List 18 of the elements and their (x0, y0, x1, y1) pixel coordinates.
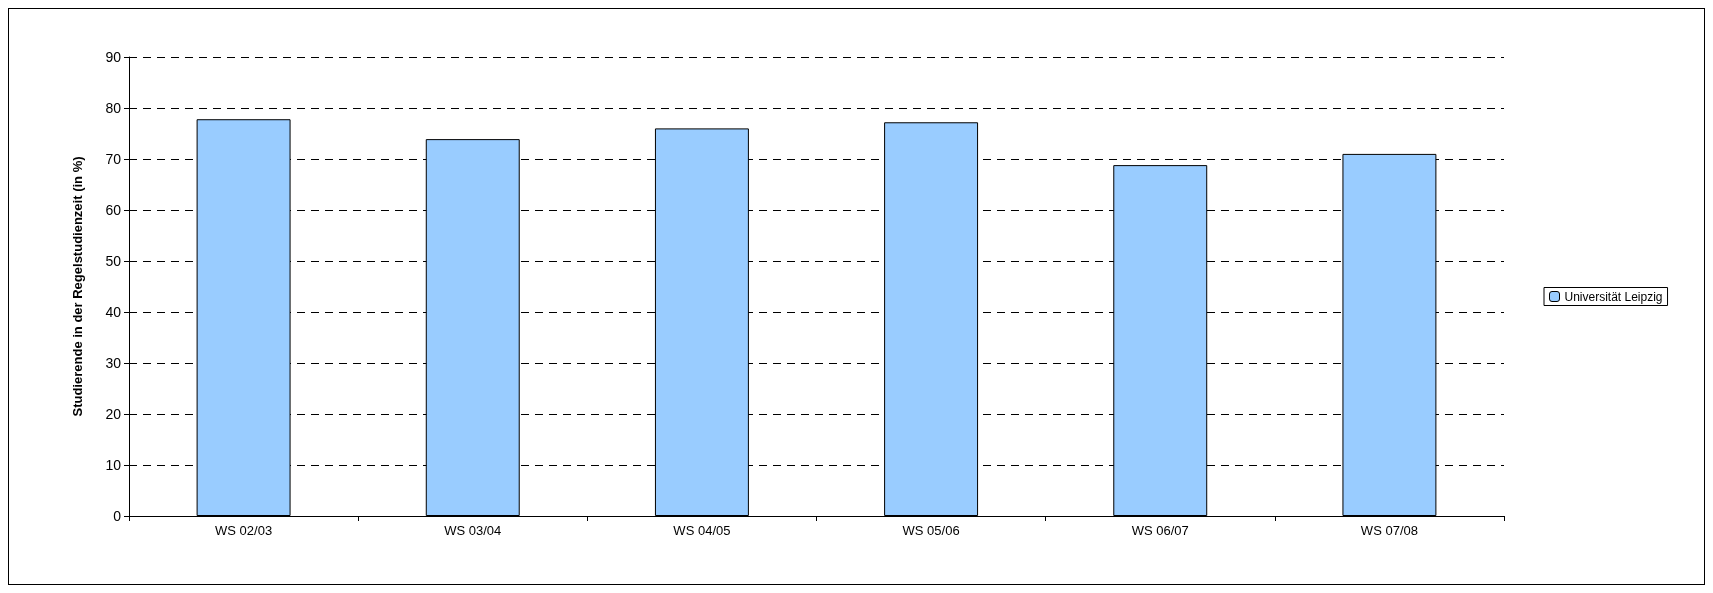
x-tick-label: WS 03/04 (444, 523, 502, 538)
legend-label: Universität Leipzig (1564, 289, 1663, 304)
y-tick-label: 80 (105, 100, 122, 116)
x-tick-label: WS 02/03 (215, 523, 273, 538)
y-tick-label: 40 (105, 304, 122, 320)
y-tick-label: 30 (105, 355, 122, 371)
y-tick-label: 20 (105, 406, 122, 422)
x-tick-label: WS 07/08 (1360, 523, 1418, 538)
y-tick-label: 0 (113, 508, 122, 524)
x-tick-label: WS 06/07 (1131, 523, 1189, 538)
x-tick-label: WS 05/06 (902, 523, 960, 538)
y-tick-label: 70 (105, 151, 122, 167)
y-tick-label: 90 (105, 49, 122, 65)
y-axis-title: Studierende in der Regelstudienzeit (in %) (70, 156, 85, 417)
y-tick-label: 60 (105, 202, 122, 218)
y-tick-label: 50 (105, 253, 122, 269)
y-tick-label: 10 (105, 457, 122, 473)
x-tick-label: WS 04/05 (673, 523, 731, 538)
